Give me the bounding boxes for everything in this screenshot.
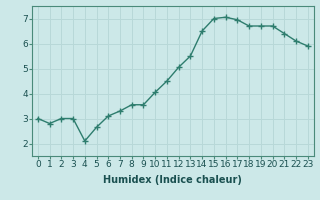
X-axis label: Humidex (Indice chaleur): Humidex (Indice chaleur) — [103, 175, 242, 185]
